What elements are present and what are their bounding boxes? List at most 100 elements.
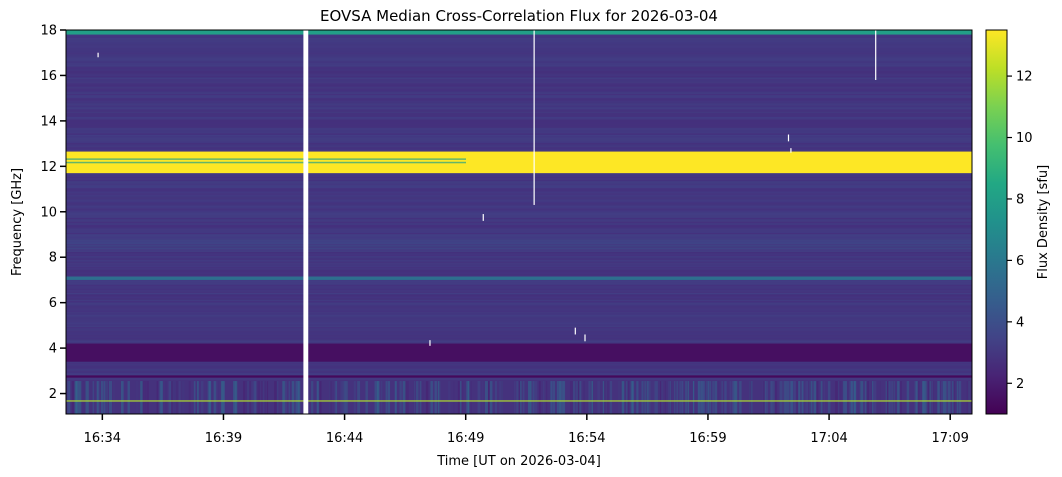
- colorbar-tick-label: 4: [1016, 315, 1024, 330]
- rfi-striation: [90, 381, 92, 414]
- rfi-striation: [945, 381, 947, 414]
- spectral-band: [66, 114, 972, 116]
- rfi-striation: [558, 381, 562, 414]
- spectral-band: [66, 94, 972, 97]
- rfi-striation: [676, 381, 679, 414]
- spectral-band: [66, 206, 972, 209]
- rfi-striation: [217, 381, 219, 414]
- spectral-band: [66, 303, 972, 306]
- spectral-band: [66, 307, 972, 310]
- rfi-spike: [97, 52, 99, 58]
- spectral-band: [66, 310, 972, 313]
- rfi-striation: [416, 381, 419, 414]
- rfi-striation: [953, 381, 956, 414]
- spectral-band: [66, 364, 972, 367]
- rfi-striation: [842, 381, 845, 414]
- spectral-band: [66, 340, 972, 343]
- spectral-band: [66, 82, 972, 85]
- rfi-striation: [233, 381, 235, 414]
- rfi-striation: [773, 381, 775, 414]
- rfi-striation: [377, 381, 380, 414]
- rfi-striation: [795, 381, 798, 414]
- spectral-band: [66, 54, 972, 56]
- rfi-striation: [940, 381, 943, 414]
- spectral-band: [66, 273, 972, 276]
- rfi-striation: [661, 381, 663, 414]
- rfi-striation: [101, 381, 104, 414]
- rfi-striation: [669, 381, 671, 414]
- rfi-striation: [425, 381, 429, 414]
- rfi-striation: [872, 381, 875, 414]
- rfi-striation: [298, 381, 301, 414]
- spectral-band: [66, 64, 972, 67]
- spectral-band: [66, 224, 972, 227]
- x-tick-label: 16:59: [689, 431, 726, 446]
- spectral-band: [66, 334, 972, 337]
- rfi-striation: [947, 381, 951, 414]
- rfi-striation: [261, 381, 264, 414]
- rfi-striation: [220, 381, 224, 414]
- spectrogram-plot-area: [66, 30, 972, 414]
- spectral-band: [66, 366, 972, 368]
- spectral-band: [66, 315, 972, 318]
- rfi-striation: [651, 381, 655, 414]
- spectral-band: [66, 193, 972, 195]
- rfi-striation: [790, 381, 793, 414]
- spectral-band: [66, 175, 972, 178]
- rfi-striation: [618, 381, 620, 414]
- spectral-band: [66, 78, 972, 81]
- rfi-striation: [687, 381, 690, 414]
- rfi-striation: [740, 381, 742, 414]
- rfi-spike: [429, 340, 431, 346]
- rfi-striation: [97, 381, 100, 414]
- spectral-band: [66, 202, 972, 205]
- spectral-band: [66, 322, 972, 325]
- spectral-band: [66, 124, 972, 127]
- rfi-striation: [721, 381, 723, 414]
- spectral-band: [66, 52, 972, 55]
- rfi-striation: [554, 381, 557, 414]
- spectral-band: [66, 337, 972, 340]
- rfi-striation: [609, 381, 613, 414]
- spectral-band: [66, 133, 972, 135]
- rfi-striation: [170, 381, 174, 414]
- rfi-striation: [385, 381, 388, 414]
- spectral-band: [66, 183, 972, 186]
- spectral-band: [66, 118, 972, 120]
- rfi-substructure: [66, 161, 466, 164]
- spectral-band: [66, 190, 972, 193]
- spectral-band: [66, 363, 972, 366]
- spectral-band: [66, 291, 972, 293]
- rfi-striation: [127, 381, 130, 414]
- spectral-band: [66, 85, 972, 88]
- rfi-spike: [790, 148, 792, 153]
- rfi-striation: [873, 381, 877, 414]
- rfi-striation: [82, 381, 85, 414]
- rfi-striation: [284, 381, 287, 414]
- rfi-striation: [165, 381, 167, 414]
- spectral-band: [66, 370, 972, 373]
- spectral-band: [66, 108, 972, 111]
- rfi-striation: [860, 381, 864, 414]
- rfi-striation: [854, 381, 856, 414]
- spectral-band: [66, 232, 972, 235]
- rfi-spike: [482, 214, 484, 221]
- x-axis: 16:34 16:39 16:44 16:49 16:54 16:59 17:04 17:09: [84, 414, 969, 446]
- spectral-band: [66, 119, 972, 122]
- rfi-striation: [630, 381, 634, 414]
- rfi-striation: [655, 381, 658, 414]
- rfi-striation: [550, 381, 552, 414]
- rfi-striation: [546, 381, 548, 414]
- rfi-striation: [477, 381, 481, 414]
- spectral-band: [66, 231, 972, 233]
- rfi-striation: [866, 381, 869, 414]
- spectral-band: [66, 219, 972, 221]
- spectral-band: [66, 223, 972, 225]
- rfi-striation: [648, 381, 652, 414]
- rfi-striation: [702, 381, 704, 414]
- rfi-striation: [291, 381, 295, 414]
- rfi-striation: [168, 381, 171, 414]
- spectral-band: [66, 116, 972, 119]
- spectral-band: [66, 209, 972, 212]
- spectral-band: [66, 283, 972, 285]
